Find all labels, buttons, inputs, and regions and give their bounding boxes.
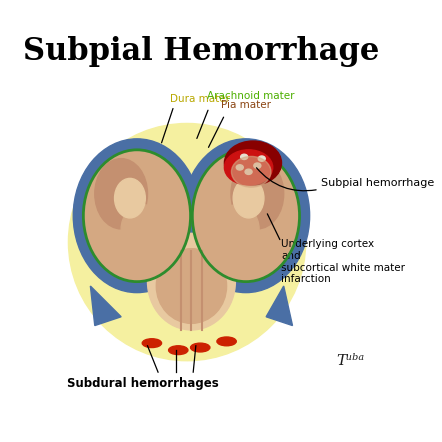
Ellipse shape: [232, 156, 271, 187]
Text: Pia mater: Pia mater: [221, 100, 271, 110]
Ellipse shape: [258, 156, 265, 161]
Ellipse shape: [193, 151, 299, 281]
Text: Arachnoid mater: Arachnoid mater: [207, 91, 295, 102]
Ellipse shape: [168, 346, 188, 354]
Ellipse shape: [217, 337, 236, 346]
Ellipse shape: [114, 179, 145, 218]
Text: Tᵘᵇᵃ: Tᵘᵇᵃ: [336, 354, 365, 368]
Ellipse shape: [156, 249, 227, 324]
Ellipse shape: [233, 179, 264, 218]
Ellipse shape: [225, 141, 282, 185]
Ellipse shape: [182, 139, 310, 293]
Ellipse shape: [142, 339, 162, 347]
Ellipse shape: [69, 123, 306, 361]
Ellipse shape: [121, 205, 165, 253]
Ellipse shape: [231, 159, 284, 229]
Ellipse shape: [254, 163, 261, 168]
Ellipse shape: [191, 343, 210, 352]
Polygon shape: [91, 286, 121, 326]
Ellipse shape: [225, 150, 273, 185]
Ellipse shape: [95, 159, 148, 229]
Text: Subpial hemorrhage: Subpial hemorrhage: [320, 178, 434, 188]
Ellipse shape: [240, 154, 248, 160]
Ellipse shape: [73, 139, 201, 293]
Text: Subpial Hemorrhage: Subpial Hemorrhage: [23, 36, 379, 67]
Text: Underlying cortex
and
subcortical white mater
infarction: Underlying cortex and subcortical white …: [281, 240, 405, 284]
Ellipse shape: [236, 165, 243, 170]
Ellipse shape: [215, 205, 259, 253]
Ellipse shape: [148, 233, 236, 330]
Polygon shape: [266, 286, 293, 326]
Ellipse shape: [245, 169, 252, 175]
Text: Subdural hemorrhages: Subdural hemorrhages: [67, 377, 219, 389]
Ellipse shape: [84, 151, 190, 281]
Text: Dura mater: Dura mater: [170, 94, 230, 104]
